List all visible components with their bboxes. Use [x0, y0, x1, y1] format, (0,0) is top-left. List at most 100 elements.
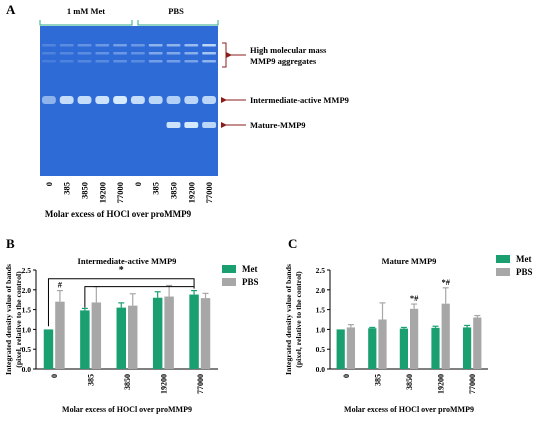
gel-band-aggregate — [113, 60, 128, 63]
legend-label: Met — [516, 254, 532, 264]
annotation-intermediate: Intermediate-active MMP9 — [250, 95, 349, 105]
gel-band-aggregate — [41, 52, 56, 55]
chart-title: Mature MMP9 — [382, 256, 437, 266]
gel-annotations: High molecular mass MMP9 aggregates Inte… — [221, 42, 349, 130]
y-tick-label: 0.0 — [22, 365, 32, 374]
significance-mark: # — [58, 280, 63, 290]
gel-lane-label: 19200 — [97, 182, 107, 203]
legend-swatch — [496, 255, 510, 263]
bar — [399, 328, 408, 369]
significance-star: * — [119, 265, 124, 276]
gel-image — [40, 26, 218, 176]
gel-band-aggregate — [130, 60, 145, 63]
gel-band-aggregate — [95, 52, 110, 55]
y-tick-label: 2.0 — [22, 286, 32, 295]
significance-bracket — [47, 278, 195, 327]
y-axis-label: (pixel, relative to the control) — [14, 271, 23, 368]
gel-band-aggregate — [166, 60, 181, 63]
gel-band-mature — [184, 122, 199, 128]
gel-band-mature — [202, 122, 217, 128]
chart-b: Intermediate-active MMP9 0.0 0.5 1.0 1.5 2.0 2… — [4, 256, 259, 414]
gel-band-intermediate — [166, 96, 181, 104]
annotation-aggregates-2: MMP9 aggregates — [250, 56, 317, 66]
gel-band-aggregate — [184, 60, 199, 63]
gel-band-aggregate — [95, 60, 110, 63]
bar — [164, 296, 174, 369]
gel-band-intermediate — [202, 96, 217, 104]
gel-lane-label: 0 — [133, 182, 143, 186]
gel-band-aggregate — [77, 44, 92, 47]
group-bracket-met — [39, 20, 133, 26]
bar — [80, 310, 90, 369]
gel-band-intermediate — [77, 96, 92, 104]
bar — [189, 294, 199, 369]
gel-band-aggregate — [59, 44, 74, 47]
gel-lane-labels: 0 385 3850 19200 77000 0 385 3850 19200 77000 — [44, 182, 214, 203]
bar — [368, 328, 377, 369]
gel-band-aggregate — [77, 60, 92, 63]
gel-band-intermediate — [95, 96, 110, 104]
y-tick-label: 2.5 — [316, 266, 326, 275]
bar — [410, 308, 419, 369]
gel-lane-label: 385 — [151, 182, 161, 195]
chart-title: Intermediate-active MMP9 — [78, 256, 177, 266]
gel-band-aggregate — [166, 44, 181, 47]
gel-band-mature — [166, 122, 181, 128]
chart-c: Mature MMP9 0.0 0.5 1.0 1.5 2.0 2.5 *# *# 0 385 385… — [284, 254, 533, 414]
bar — [43, 329, 54, 369]
y-tick-label: 0.5 — [316, 345, 326, 354]
gel-band-aggregate — [41, 60, 56, 63]
gel-band-intermediate — [41, 96, 56, 104]
bar — [200, 298, 211, 369]
bar — [473, 317, 482, 369]
gel-lane-label: 385 — [62, 182, 72, 195]
legend-swatch — [222, 265, 236, 273]
x-tick-label: 0 — [342, 374, 351, 378]
gel-band-aggregate — [41, 44, 56, 47]
gel-band-aggregate — [130, 52, 145, 55]
legend-swatch — [222, 278, 236, 286]
x-axis-label: Molar excess of HOCl over proMMP9 — [62, 405, 192, 414]
y-axis-label: (pixel, relative to the control) — [294, 271, 303, 368]
bar — [431, 327, 440, 369]
gel-band-aggregate — [59, 60, 74, 63]
significance-bracket — [84, 286, 195, 308]
y-tick-label: 2.0 — [316, 286, 326, 295]
gel-band-aggregate — [202, 60, 217, 63]
gel-lane-label: 3850 — [169, 182, 179, 199]
gel-lane-label: 3850 — [80, 182, 90, 199]
x-tick-label: 19200 — [437, 374, 446, 394]
panel-c-letter: C — [288, 236, 297, 251]
legend-label: PBS — [516, 267, 533, 277]
annotation-aggregates-1: High molecular mass — [250, 45, 327, 55]
bar — [152, 297, 163, 369]
gel-band-aggregate — [148, 44, 163, 47]
gel-band-aggregate — [59, 52, 74, 55]
gel-band-intermediate — [59, 96, 74, 104]
gel-lane-label: 19200 — [186, 182, 196, 203]
gel-band-aggregate — [202, 44, 217, 47]
gel-band-aggregate — [77, 52, 92, 55]
bar — [91, 302, 102, 369]
gel-band-aggregate — [113, 44, 128, 47]
y-tick-label: 1.0 — [316, 325, 326, 334]
gel-band-aggregate — [95, 44, 110, 47]
y-tick-label: 1.0 — [22, 325, 32, 334]
group-label-met: 1 mM Met — [67, 6, 105, 16]
x-tick-label: 385 — [373, 374, 382, 386]
legend-label: Met — [242, 264, 258, 274]
bar — [336, 329, 345, 369]
bar — [128, 305, 138, 369]
y-axis-label: Integrated density value of bands — [284, 264, 293, 375]
gel-band-aggregate — [113, 52, 128, 55]
gel-band-aggregate — [184, 52, 199, 55]
bar — [462, 327, 472, 369]
gel-band-intermediate — [130, 96, 145, 104]
legend-swatch — [496, 268, 510, 276]
significance-mark: *# — [441, 277, 450, 287]
y-tick-label: 2.5 — [22, 266, 32, 275]
group-bracket-pbs — [137, 20, 219, 26]
panel-a-letter: A — [6, 2, 16, 17]
y-tick-label: 0.0 — [316, 365, 326, 374]
gel-xlabel: Molar excess of HOCl over proMMP9 — [45, 209, 192, 219]
